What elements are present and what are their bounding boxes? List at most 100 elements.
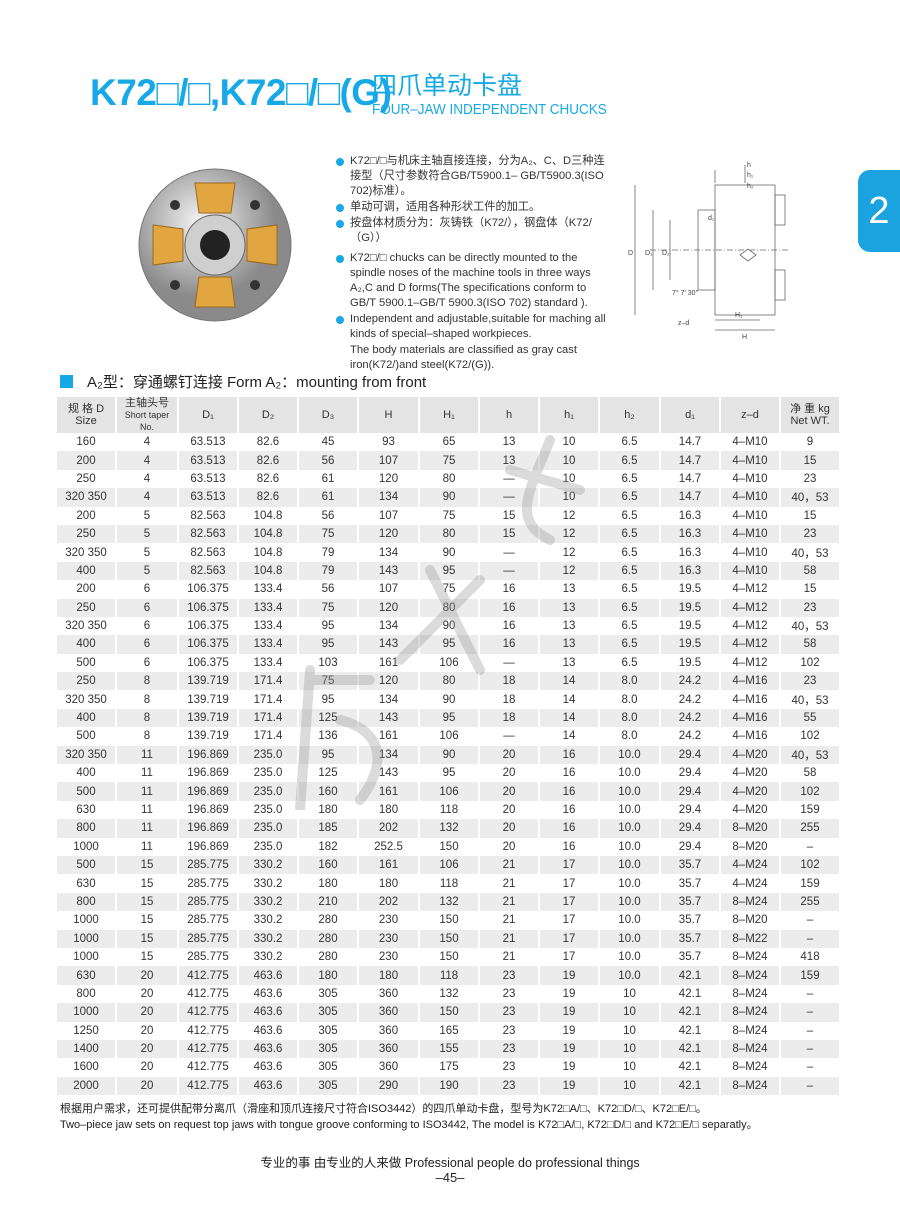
table-cell: 75	[420, 451, 480, 470]
table-cell: 412.775	[179, 966, 239, 985]
table-cell: 4–M12	[721, 635, 781, 654]
table-cell: 14	[540, 708, 600, 728]
table-cell: 120	[359, 469, 420, 489]
table-row: 500 11 196.869 235.0 160 161 106 20 16 10.0 29.4 4–…	[57, 782, 841, 801]
table-cell: 134	[359, 616, 420, 636]
table-cell: 4	[117, 451, 179, 470]
table-cell: 20	[480, 764, 540, 783]
table-cell: 6.5	[600, 543, 661, 562]
table-cell: 20	[117, 1039, 179, 1059]
column-header-text: 主轴头号	[125, 397, 169, 409]
table-cell: 42.1	[661, 1076, 721, 1096]
table-cell: 196.869	[179, 837, 239, 856]
table-cell: 8–M24	[721, 1003, 781, 1022]
table-cell: 8–M24	[721, 1076, 781, 1096]
table-cell: 40，53	[781, 488, 841, 507]
table-cell: 8–M20	[721, 819, 781, 838]
table-cell: 125	[299, 708, 359, 728]
table-cell: 10	[600, 1003, 661, 1022]
feature-item: 按盘体材质分为：灰铸铁（K72/），钢盘体（K72/（G））	[336, 216, 608, 246]
table-cell: 19	[540, 984, 600, 1004]
table-cell: 143	[359, 764, 420, 783]
chapter-tab: 2	[858, 170, 900, 252]
table-cell: 8–M20	[721, 837, 781, 856]
table-row: 1000 11 196.869 235.0 182 252.5 150 20 16 10.0 29.…	[57, 837, 841, 856]
table-cell: 360	[359, 1003, 420, 1022]
table-cell: 463.6	[239, 984, 299, 1004]
table-cell: 20	[480, 745, 540, 765]
table-header-row: 规 格 D Size 主轴头号 Short taper No. D₁ D₂ D₃ H H₁ h h₁…	[57, 397, 841, 433]
table-cell: 285.775	[179, 911, 239, 930]
table-cell: 400	[57, 708, 117, 728]
table-cell: 35.7	[661, 911, 721, 930]
table-cell: 6.5	[600, 580, 661, 599]
table-cell: 500	[57, 855, 117, 875]
table-cell: 5	[117, 506, 179, 525]
table-cell: 235.0	[239, 819, 299, 838]
table-cell: 10.0	[600, 782, 661, 801]
table-cell: –	[781, 984, 841, 1004]
table-cell: 16	[480, 616, 540, 636]
table-cell: 102	[781, 855, 841, 875]
table-row: 1000 15 285.775 330.2 280 230 150 21 17 10.0 35.7 8…	[57, 911, 841, 930]
diagram-label: D₂	[662, 250, 670, 257]
table-cell: 4–M12	[721, 616, 781, 636]
table-row: 400 6 106.375 133.4 95 143 95 16 13 6.5 19.5 4–M12 5…	[57, 635, 841, 654]
table-cell: 6.5	[600, 524, 661, 544]
table-cell: 16	[540, 800, 600, 820]
table-cell: 24.2	[661, 672, 721, 691]
page-number: –45–	[435, 1170, 465, 1185]
table-cell: 20	[117, 984, 179, 1004]
table-cell: 16	[480, 598, 540, 617]
table-cell: 159	[781, 800, 841, 820]
table-cell: 6	[117, 653, 179, 673]
table-cell: 6.5	[600, 469, 661, 489]
table-cell: 23	[480, 1003, 540, 1022]
table-cell: 16.3	[661, 543, 721, 562]
table-cell: 155	[420, 1039, 480, 1059]
table-cell: 21	[480, 947, 540, 967]
column-header: 净 重 kg Net WT.	[781, 397, 841, 433]
table-cell: 10	[540, 451, 600, 470]
table-cell: 29.4	[661, 782, 721, 801]
column-header: h₂	[600, 397, 661, 433]
table-cell: 106	[420, 782, 480, 801]
table-cell: 8–M24	[721, 947, 781, 967]
table-cell: 285.775	[179, 874, 239, 893]
table-cell: –	[781, 1058, 841, 1077]
table-cell: 14.7	[661, 433, 721, 452]
table-cell: 202	[359, 819, 420, 838]
table-cell: 29.4	[661, 819, 721, 838]
table-cell: 12	[540, 543, 600, 562]
column-header-text: H	[384, 409, 393, 421]
table-cell: 104.8	[239, 561, 299, 581]
table-cell: 106	[420, 653, 480, 673]
table-cell: 82.563	[179, 506, 239, 525]
table-cell: 5	[117, 524, 179, 544]
table-cell: 180	[359, 966, 420, 985]
table-cell: 13	[540, 616, 600, 636]
table-cell: 8	[117, 672, 179, 691]
table-cell: 160	[57, 433, 117, 452]
table-cell: 19.5	[661, 616, 721, 636]
table-row: 320 350 8 139.719 171.4 95 134 90 18 14 8.0 24.2 4–…	[57, 690, 841, 709]
table-cell: 23	[480, 984, 540, 1004]
table-row: 200 4 63.513 82.6 56 107 75 13 10 6.5 14.7 4–M10 15	[57, 451, 841, 470]
table-cell: 180	[299, 874, 359, 893]
table-cell: 20	[117, 1003, 179, 1022]
table-cell: 58	[781, 635, 841, 654]
table-cell: 106.375	[179, 598, 239, 617]
table-cell: 14.7	[661, 488, 721, 507]
table-cell: 500	[57, 727, 117, 746]
table-cell: 8–M24	[721, 984, 781, 1004]
title-english: FOUR–JAW INDEPENDENT CHUCKS	[372, 101, 607, 118]
table-cell: 463.6	[239, 1003, 299, 1022]
table-cell: 400	[57, 561, 117, 581]
table-cell: 18	[480, 672, 540, 691]
table-cell: 23	[480, 1021, 540, 1040]
table-cell: 29.4	[661, 764, 721, 783]
table-cell: 8–M24	[721, 1058, 781, 1077]
table-cell: 360	[359, 1021, 420, 1040]
table-cell: 21	[480, 892, 540, 912]
table-cell: 12	[540, 561, 600, 581]
